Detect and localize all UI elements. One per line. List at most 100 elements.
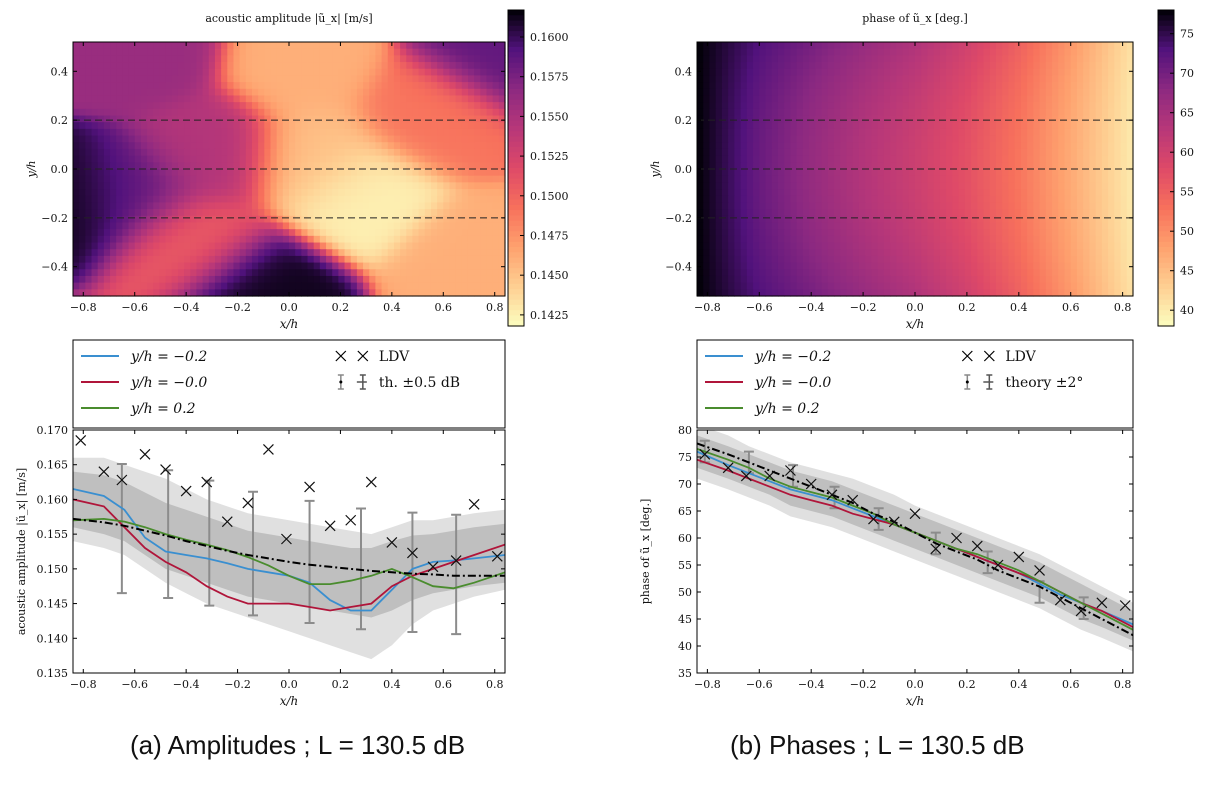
heatmap-cell [946,189,953,197]
heatmap-cell [1002,82,1010,90]
heatmap-cell [116,48,123,56]
heatmap-cell [258,95,265,103]
heatmap-cell [350,142,358,150]
heatmap-cell [134,102,142,110]
heatmap-cell [73,102,80,110]
heatmap-cell [492,189,500,197]
heatmap-cell [1064,42,1072,50]
heatmap-cell [480,128,488,137]
heatmap-cell [202,235,210,244]
heatmap-cell [1070,189,1078,197]
heatmap-cell [356,222,364,230]
heatmap-cell [326,148,333,157]
heatmap-cell [270,282,278,290]
heatmap-cell [989,182,997,190]
heatmap-cell [393,275,401,284]
colorbar-segment [508,36,524,43]
heatmap-cell [208,95,216,103]
heatmap-cell [958,222,966,230]
heatmap-cell [79,282,86,290]
heatmap-cell [369,169,376,177]
heatmap-cell [79,222,86,230]
heatmap-cell [122,255,130,264]
heatmap-cell [375,255,383,264]
heatmap-cell [375,148,383,157]
heatmap-cell [883,142,891,150]
heatmap-cell [915,82,922,90]
heatmap-cell [1089,162,1097,170]
heatmap-cell [1058,169,1066,177]
heatmap-cell [443,242,451,250]
heatmap-cell [1020,42,1028,50]
heatmap-cell [227,135,235,143]
heatmap-cell [1089,202,1097,210]
heatmap-cell [387,262,395,270]
heatmap-cell [746,68,754,77]
heatmap-cell [1002,222,1010,230]
heatmap-cell [1014,209,1022,217]
heatmap-cell [245,115,253,123]
heatmap-cell [1045,62,1053,70]
heatmap-cell [276,195,284,204]
heatmap-cell [455,55,463,63]
heatmap-cell [326,182,333,190]
heatmap-cell [91,82,99,90]
heatmap-cell [846,142,854,150]
heatmap-cell [443,202,451,210]
heatmap-cell [110,222,117,230]
heatmap-cell [251,189,259,197]
heatmap-cell [177,289,185,297]
heatmap-cell [159,95,167,103]
heatmap-cell [369,82,376,90]
heatmap-cell [326,189,333,197]
heatmap-cell [301,68,309,77]
heatmap-cell [350,175,358,183]
heatmap-cell [91,135,99,143]
heatmap-cell [319,148,327,157]
heatmap-cell [418,115,426,123]
heatmap-cell [184,222,191,230]
heatmap-cell [165,75,173,83]
heatmap-cell [276,202,284,210]
heatmap-cell [140,68,148,77]
heatmap-cell [363,255,370,264]
heatmap-cell [777,122,785,130]
heatmap-cell [165,222,173,230]
heatmap-cell [128,135,136,143]
heatmap-cell [771,68,779,77]
heatmap-cell [221,102,228,110]
heatmap-cell [1045,229,1053,237]
heatmap-cell [771,88,779,97]
heatmap-cell [140,155,148,163]
heatmap-cell [927,95,935,103]
heatmap-cell [802,148,810,157]
heatmap-cell [165,135,173,143]
heatmap-cell [270,128,278,137]
heatmap-cell [227,169,235,177]
heatmap-cell [338,249,346,257]
heatmap-cell [313,102,321,110]
heatmap-cell [995,182,1003,190]
heatmap-cell [771,82,779,90]
heatmap-cell [1039,162,1047,170]
heatmap-cell [461,255,469,264]
heatmap-cell [338,135,346,143]
heatmap-cell [908,242,916,250]
heatmap-cell [319,128,327,137]
heatmap-cell [933,55,941,63]
heatmap-cell [1033,169,1041,177]
heatmap-cell [406,128,414,137]
heatmap-cell [214,202,222,210]
heatmap-cell [921,242,929,250]
heatmap-cell [877,155,885,163]
heatmap-cell [437,82,444,90]
heatmap-cell [208,262,216,270]
heatmap-cell [871,175,879,183]
heatmap-cell [1027,182,1034,190]
heatmap-cell [245,249,253,257]
heatmap-cell [746,202,754,210]
heatmap-cell [128,215,136,224]
heatmap-cell [202,175,210,183]
heatmap-cell [449,128,457,137]
heatmap-cell [1095,55,1103,63]
